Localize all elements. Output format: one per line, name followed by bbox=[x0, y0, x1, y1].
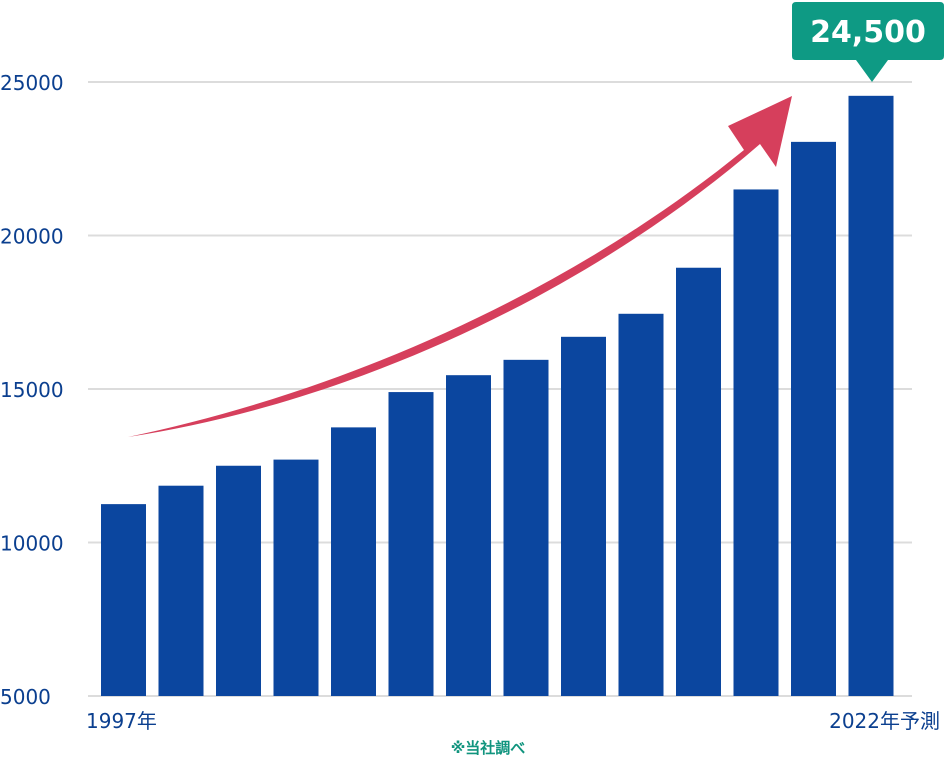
bar bbox=[676, 267, 721, 696]
callout-value: 24,500 bbox=[810, 15, 926, 50]
bar bbox=[618, 313, 664, 696]
y-axis-ticks: 5000 10000 15000 20000 25000 bbox=[0, 71, 64, 709]
y-tick-label: 25000 bbox=[0, 71, 64, 95]
y-tick-label: 10000 bbox=[0, 532, 64, 556]
y-tick-label: 20000 bbox=[0, 225, 64, 249]
bar bbox=[446, 375, 491, 696]
bar bbox=[331, 427, 376, 696]
y-tick-label: 15000 bbox=[0, 378, 64, 402]
value-callout: 24,500 bbox=[792, 2, 944, 82]
x-tick-label: 1997年 bbox=[86, 709, 157, 733]
bar bbox=[216, 465, 261, 696]
bar bbox=[273, 459, 319, 696]
x-tick-label: 2022年予測 bbox=[829, 709, 940, 733]
bar bbox=[158, 485, 204, 696]
footnote: ※当社調べ bbox=[451, 739, 526, 757]
bar bbox=[101, 504, 146, 696]
bar bbox=[561, 336, 606, 696]
bar bbox=[388, 392, 434, 696]
x-axis-labels: 1997年 2022年予測 bbox=[86, 709, 940, 733]
bar bbox=[791, 141, 836, 697]
gridlines bbox=[88, 81, 912, 697]
bars bbox=[101, 95, 894, 697]
bar bbox=[848, 95, 894, 696]
callout-box bbox=[792, 2, 944, 82]
bar bbox=[733, 189, 779, 696]
bar bbox=[503, 359, 549, 696]
y-tick-label: 5000 bbox=[0, 685, 51, 709]
